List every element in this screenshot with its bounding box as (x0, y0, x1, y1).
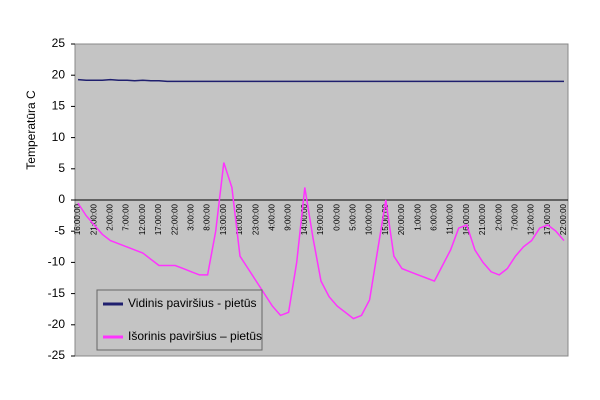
y-tick-label: 10 (52, 130, 66, 144)
x-tick-label: 11:00:00 (446, 203, 455, 234)
x-tick-label: 2:00:00 (494, 203, 503, 230)
x-tick-label: 17:00:00 (543, 203, 552, 235)
y-axis-label: Temperatūra C (24, 90, 38, 170)
y-tick-label: 15 (52, 99, 66, 113)
x-tick-label: 17:00:00 (154, 203, 163, 235)
legend (96, 289, 263, 351)
x-tick-label: 7:00:00 (122, 203, 131, 230)
y-tick-label: -5 (54, 223, 65, 237)
x-tick-label: 20:00:00 (397, 203, 406, 235)
x-tick-label: 18:00:00 (235, 203, 244, 235)
x-tick-label: 16:00:00 (462, 203, 471, 235)
x-tick-label: 13:00:00 (219, 203, 228, 235)
x-tick-label: 12:00:00 (527, 203, 536, 235)
x-tick-label: 21:00:00 (89, 203, 98, 235)
series-line (77, 78, 564, 83)
x-tick-label: 1:00:00 (413, 203, 422, 230)
legend-label: Išorinis paviršius – pietūs (128, 329, 262, 343)
y-tick-label: 25 (52, 36, 66, 50)
x-tick-label: 10:00:00 (365, 203, 374, 235)
x-tick-label: 16:00:00 (73, 203, 82, 235)
y-tick-label: 20 (52, 67, 66, 81)
series-line (77, 162, 565, 320)
x-tick-label: 4:00:00 (268, 203, 277, 230)
x-tick-label: 23:00:00 (251, 203, 260, 235)
legend-label: Vidinis paviršius - pietūs (128, 296, 257, 310)
x-tick-label: 21:00:00 (478, 203, 487, 235)
x-tick-label: 6:00:00 (430, 203, 439, 230)
x-tick-label: 14:00:00 (300, 203, 309, 235)
y-tick-label: -10 (48, 255, 66, 269)
x-tick-label: 8:00:00 (203, 203, 212, 230)
x-tick-label: 19:00:00 (316, 203, 325, 235)
x-tick-label: 3:00:00 (187, 203, 196, 230)
x-tick-label: 0:00:00 (332, 203, 341, 230)
x-tick-label: 5:00:00 (349, 203, 358, 230)
y-tick-label: -20 (48, 317, 66, 331)
x-tick-label: 12:00:00 (138, 203, 147, 235)
y-tick-label: 5 (58, 161, 65, 175)
x-tick-label: 22:00:00 (170, 203, 179, 235)
y-tick-label: 0 (58, 192, 65, 206)
x-tick-label: 2:00:00 (106, 203, 115, 230)
x-tick-label: 22:00:00 (559, 203, 568, 235)
x-tick-label: 7:00:00 (511, 203, 520, 230)
y-tick-label: -25 (48, 348, 66, 362)
y-tick-label: -15 (48, 286, 66, 300)
x-tick-label: 9:00:00 (284, 203, 293, 230)
x-tick-label: 15:00:00 (381, 203, 390, 235)
